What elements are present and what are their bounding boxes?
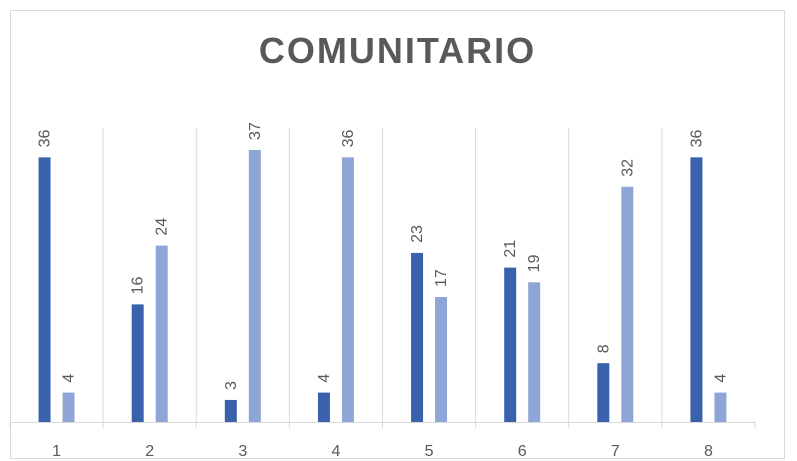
- x-tick-label: 4: [331, 443, 340, 460]
- x-tick-label: 8: [704, 443, 713, 460]
- data-label: 23: [409, 225, 426, 243]
- bar-series-2-cat-7: [621, 186, 634, 422]
- bar-series-1-cat-1: [38, 157, 51, 422]
- data-label: 37: [247, 122, 264, 140]
- data-label: 4: [61, 374, 78, 383]
- bar-series-1-cat-3: [224, 399, 237, 422]
- x-tick-label: 7: [611, 443, 620, 460]
- data-label: 24: [154, 218, 171, 236]
- bar-series-1-cat-5: [411, 252, 424, 422]
- bar-series-2-cat-3: [248, 150, 261, 422]
- data-label: 21: [502, 240, 519, 258]
- x-tick-label: 3: [238, 443, 247, 460]
- data-label: 4: [316, 374, 333, 383]
- data-label: 19: [526, 254, 543, 272]
- bar-series-2-cat-5: [435, 297, 448, 422]
- data-label: 36: [37, 129, 54, 147]
- bar-series-1-cat-8: [690, 157, 703, 422]
- x-tick-label: 1: [52, 443, 61, 460]
- bar-series-1-cat-6: [504, 267, 517, 422]
- bar-series-2-cat-1: [62, 392, 75, 422]
- data-label: 36: [688, 129, 705, 147]
- data-label: 3: [223, 381, 240, 390]
- x-tick-label: 2: [145, 443, 154, 460]
- bar-series-2-cat-8: [714, 392, 727, 422]
- data-label: 32: [619, 159, 636, 177]
- x-tick-label: 6: [518, 443, 527, 460]
- data-label: 4: [712, 374, 729, 383]
- chart-title: COMUNITARIO: [258, 30, 537, 71]
- x-tick-label: 5: [425, 443, 434, 460]
- bar-series-2-cat-4: [341, 157, 354, 422]
- data-label: 17: [433, 269, 450, 287]
- bar-series-1-cat-7: [597, 363, 610, 422]
- data-label: 36: [340, 129, 357, 147]
- data-label: 16: [130, 276, 147, 294]
- data-label: 8: [595, 344, 612, 353]
- bar-series-1-cat-4: [317, 392, 330, 422]
- bar-series-1-cat-2: [131, 304, 144, 422]
- bar-series-2-cat-6: [528, 282, 541, 422]
- bar-series-2-cat-2: [155, 245, 168, 422]
